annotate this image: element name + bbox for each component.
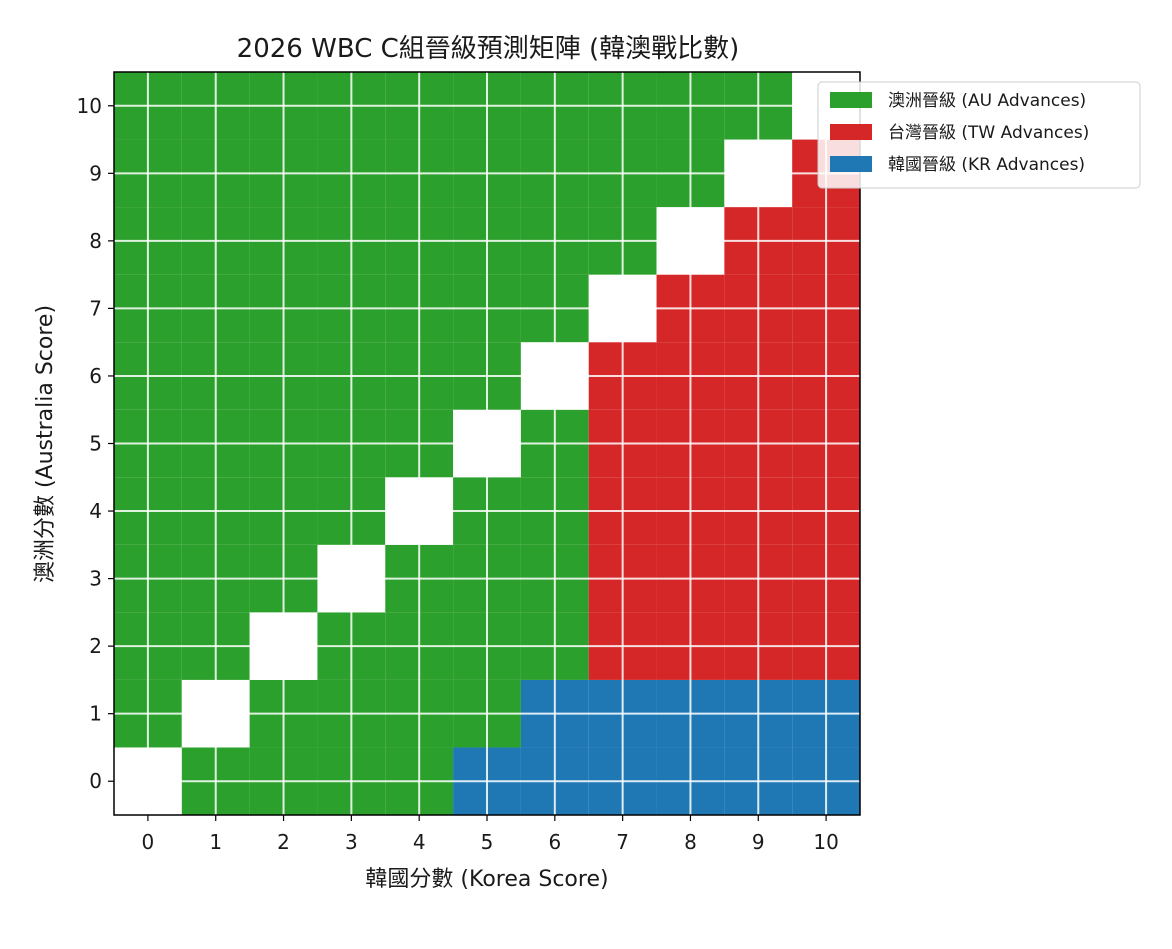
- legend-label-kr: 韓國晉級 (KR Advances): [888, 155, 1085, 175]
- x-axis-label: 韓國分數 (Korea Score): [365, 867, 608, 892]
- y-tick-label: 4: [89, 499, 102, 523]
- legend-swatch-kr: [830, 156, 872, 172]
- x-tick-label: 1: [209, 830, 222, 854]
- x-tick-label: 2: [277, 830, 290, 854]
- y-tick-label: 6: [89, 364, 102, 388]
- y-tick-label: 9: [89, 161, 102, 185]
- x-tick-label: 4: [413, 830, 426, 854]
- y-tick-label: 5: [89, 432, 102, 456]
- x-tick-label: 6: [548, 830, 561, 854]
- y-tick-label: 7: [89, 296, 102, 320]
- y-tick-label: 8: [89, 229, 102, 253]
- x-tick-label: 8: [684, 830, 697, 854]
- x-tick-label: 3: [345, 830, 358, 854]
- y-axis-label: 澳洲分數 (Australia Score): [33, 305, 58, 583]
- x-tick-label: 0: [142, 830, 155, 854]
- x-tick-label: 10: [813, 830, 838, 854]
- y-tick-label: 3: [89, 567, 102, 591]
- y-tick-label: 1: [89, 702, 102, 726]
- y-tick-label: 10: [77, 94, 102, 118]
- grid-layer: [114, 72, 860, 815]
- x-axis-ticks: 0 1 2 3 4 5 6 7 8 9 10: [142, 815, 839, 854]
- legend-box: [817, 81, 1141, 189]
- x-tick-label: 5: [481, 830, 494, 854]
- legend-label-au: 澳洲晉級 (AU Advances): [888, 91, 1086, 111]
- legend-swatch-tw: [830, 124, 872, 140]
- y-tick-label: 2: [89, 634, 102, 658]
- x-tick-label: 7: [616, 830, 629, 854]
- legend: 澳洲晉級 (AU Advances) 台灣晉級 (TW Advances) 韓國晉級…: [817, 81, 1141, 189]
- y-axis-ticks: 0 1 2 3 4 5 6 7 8 9 10: [77, 94, 114, 793]
- legend-items: 澳洲晉級 (AU Advances) 台灣晉級 (TW Advances) 韓國晉級…: [830, 91, 1089, 175]
- x-tick-label: 9: [752, 830, 765, 854]
- chart-title: 2026 WBC C組晉級預測矩陣 (韓澳戰比數): [237, 34, 740, 64]
- legend-swatch-au: [830, 92, 872, 108]
- y-tick-label: 0: [89, 769, 102, 793]
- legend-label-tw: 台灣晉級 (TW Advances): [888, 123, 1089, 143]
